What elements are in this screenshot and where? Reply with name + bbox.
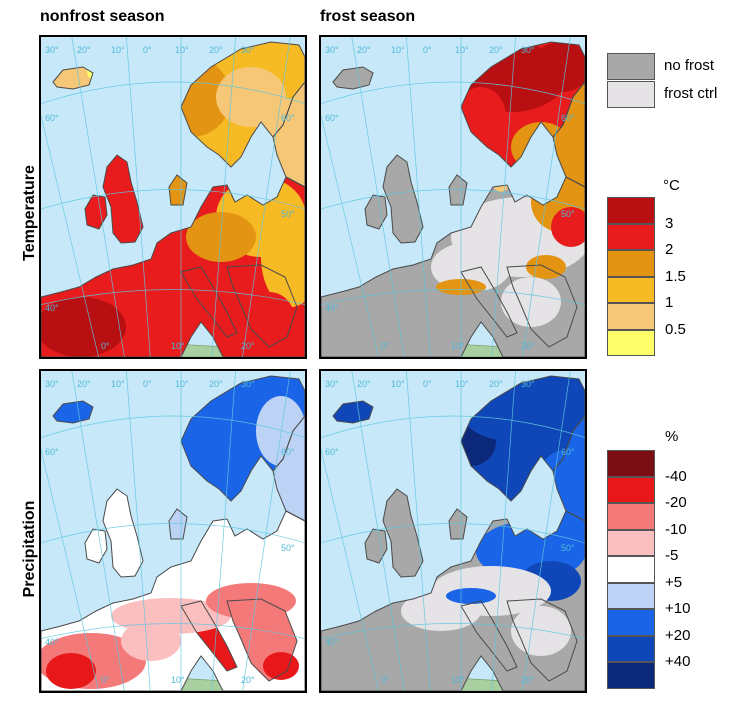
temp-legend-label: 1 [665,294,674,311]
precip-legend-swatch [607,635,655,662]
graticule-lon-label: 10° [455,379,469,389]
graticule-lon-label: 0° [101,675,110,685]
graticule-lon-label: 20° [241,675,255,685]
row-title-precipitation: Precipitation [21,500,38,598]
graticule-lat-label: 60° [45,447,59,457]
graticule-lat-label: 40° [325,303,339,313]
column-title-nonfrost: nonfrost season [40,8,165,25]
graticule-lon-label: 10° [175,45,189,55]
graticule-lon-label: 30° [45,45,59,55]
precip-legend-swatch [607,609,655,636]
graticule-lon-label: 20° [241,341,255,351]
graticule-lon-label: 10° [391,45,405,55]
graticule-lon-label: 10° [171,341,185,351]
graticule-lon-label: 0° [381,341,390,351]
temp-legend-label: 1.5 [665,267,686,285]
precip-legend-swatch [607,476,655,503]
graticule-lon-label: 20° [209,45,223,55]
graticule-lon-label: 30° [325,45,339,55]
map-temperature-frost: 30° 20° 10° 0° 10° 20° 30° 60° 40° 60° 50° 0° 10° 20° [319,35,587,359]
precip-legend-swatch [607,503,655,530]
precip-legend-swatch [607,450,655,477]
graticule-lon-label: 0° [381,675,390,685]
precip-legend-label: -40 [665,467,687,485]
graticule-lat-label: 60° [325,447,339,457]
graticule-lon-label: 0° [101,341,110,351]
temp-legend-swatch [607,197,655,224]
graticule-lon-label: 10° [451,341,465,351]
column-title-frost: frost season [320,8,416,25]
temp-legend-swatch [607,276,655,303]
graticule-lon-label: 20° [521,675,535,685]
legend-swatch-no-frost [607,53,655,80]
precip-legend-label: +20 [665,626,691,644]
precip-legend-label: -20 [665,494,687,511]
temp-legend-swatch [607,303,655,330]
map-precipitation-nonfrost: 30° 20° 10° 0° 10° 20° 30° 60° 40° 60° 50° 0° 10° 20° [39,369,307,693]
graticule-lon-label: 10° [455,45,469,55]
precip-legend-label: +40 [665,653,691,670]
precip-legend-swatch [607,662,655,689]
graticule-lat-label: 60° [561,113,575,123]
legend-swatch-frost-ctrl [607,81,655,108]
temp-legend-swatch [607,329,655,356]
graticule-lon-label: 10° [171,675,185,685]
graticule-lon-label: 0° [423,45,432,55]
graticule-lon-label: 20° [209,379,223,389]
graticule-lon-label: 20° [489,45,503,55]
graticule-lat-label: 60° [281,113,295,123]
graticule-lat-label: 50° [561,543,575,553]
graticule-lat-label: 60° [561,447,575,457]
graticule-lat-label: 40° [325,637,339,647]
graticule-lon-label: 10° [451,675,465,685]
graticule-lon-label: 20° [357,379,371,389]
graticule-lon-label: 0° [143,45,152,55]
legend-label-no-frost: no frost [664,57,715,74]
graticule-lon-label: 20° [521,341,535,351]
graticule-lon-label: 20° [357,45,371,55]
graticule-lon-label: 10° [111,45,125,55]
graticule-lon-label: 30° [325,379,339,389]
graticule-lat-label: 60° [325,113,339,123]
graticule-lat-label: 60° [281,447,295,457]
precip-legend-swatch [607,556,655,583]
map-temperature-nonfrost: 30° 20° 10° 0° 10° 20° 30° 60° 40° 60° 50° 0° 10° 20° [39,35,307,359]
row-title-temperature: Temperature [21,165,38,261]
graticule-lat-label: 50° [281,209,295,219]
graticule-lon-label: 30° [241,379,255,389]
precip-legend-label: -5 [665,547,679,564]
graticule-lat-label: 60° [45,113,59,123]
graticule-lon-label: 30° [45,379,59,389]
graticule-lon-label: 20° [77,379,91,389]
precip-legend-swatch [607,582,655,609]
temp-legend-label: 2 [665,241,674,258]
graticule-lon-label: 10° [391,379,405,389]
temp-legend-swatch [607,250,655,277]
precip-legend-label: +5 [665,573,683,591]
precip-legend-label: +10 [665,600,691,617]
legend-label-frost-ctrl: frost ctrl [664,85,718,102]
graticule-lon-label: 10° [175,379,189,389]
graticule-lon-label: 30° [521,45,535,55]
temp-legend-swatch [607,223,655,250]
graticule-lon-label: 0° [143,379,152,389]
temp-legend-unit: °C [663,177,680,194]
precip-legend-unit: % [665,428,679,445]
graticule-lon-label: 30° [521,379,535,389]
graticule-lat-label: 50° [281,543,295,553]
graticule-lon-label: 20° [489,379,503,389]
precip-legend-swatch [607,529,655,556]
graticule-lon-label: 0° [423,379,432,389]
graticule-lon-label: 10° [111,379,125,389]
graticule-lon-label: 20° [77,45,91,55]
graticule-lat-label: 40° [45,303,59,313]
temp-legend-label: 3 [665,214,674,232]
temp-legend-label: 0.5 [665,320,686,338]
graticule-lat-label: 40° [45,637,59,647]
precip-legend-label: -10 [665,520,687,538]
graticule-lon-label: 30° [241,45,255,55]
graticule-lat-label: 50° [561,209,575,219]
map-precipitation-frost: 30° 20° 10° 0° 10° 20° 30° 60° 40° 60° 50° 0° 10° 20° [319,369,587,693]
